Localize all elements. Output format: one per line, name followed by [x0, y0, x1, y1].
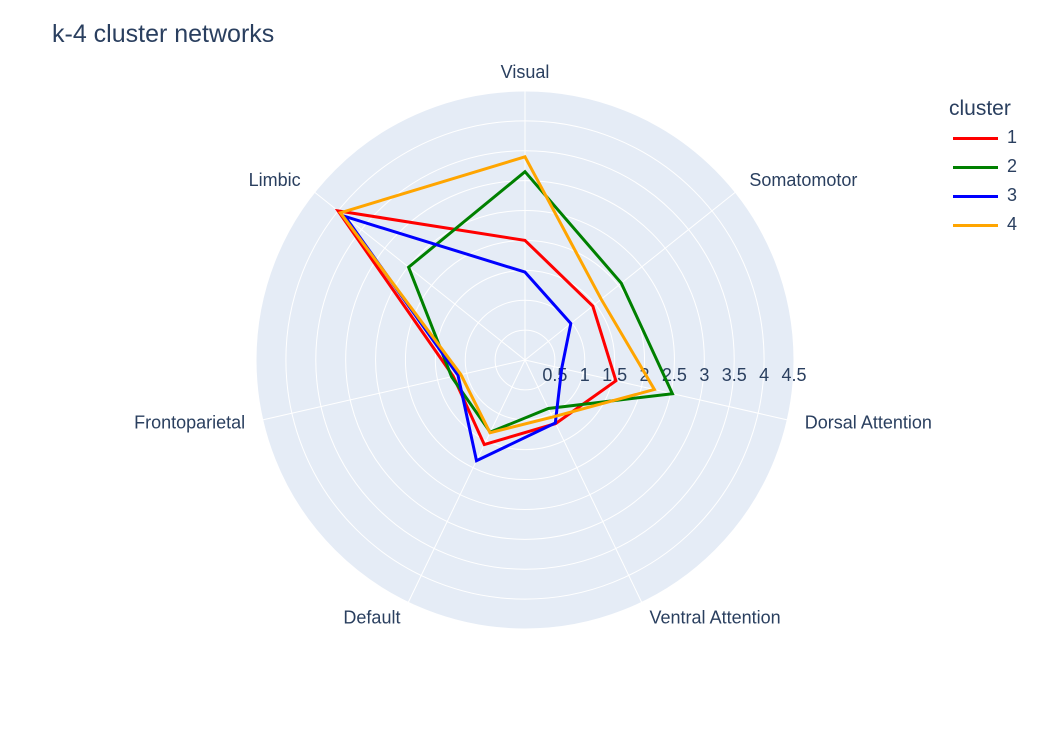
category-label: Visual — [501, 62, 550, 82]
category-label: Somatomotor — [749, 170, 857, 190]
grid-spoke — [524, 191, 736, 361]
radial-tick-label: 2.5 — [662, 365, 687, 385]
legend-label-4: 4 — [1007, 214, 1018, 234]
series-line-1 — [334, 208, 618, 447]
legend-swatch-1 — [953, 137, 998, 140]
legend-item-2[interactable]: 2 — [949, 154, 1017, 183]
series-line-2 — [406, 169, 675, 435]
grid-spoke — [262, 359, 526, 421]
radial-tick-label: 3.5 — [722, 365, 747, 385]
grid-spoke — [524, 359, 643, 603]
radial-tick-label: 3 — [699, 365, 709, 385]
grid-spoke — [314, 191, 526, 361]
category-label: Dorsal Attention — [805, 413, 932, 433]
grid-spoke — [407, 359, 526, 603]
series-line-4 — [337, 155, 657, 435]
category-label: Limbic — [249, 170, 301, 190]
legend-label-1: 1 — [1007, 127, 1018, 147]
category-label: Ventral Attention — [650, 607, 781, 627]
radial-tick-label: 4 — [759, 365, 769, 385]
radial-tick-label: 1 — [580, 365, 590, 385]
chart-title: k-4 cluster networks — [52, 20, 275, 48]
legend-item-4[interactable]: 4 — [949, 212, 1017, 241]
radial-tick-label: 0.5 — [542, 365, 567, 385]
legend: cluster 1 2 3 4 — [949, 97, 1017, 241]
legend-label-2: 2 — [1007, 156, 1018, 176]
legend-swatch-2 — [953, 166, 998, 169]
radial-tick-label: 4.5 — [781, 365, 806, 385]
legend-item-3[interactable]: 3 — [949, 183, 1017, 212]
legend-item-1[interactable]: 1 — [949, 125, 1017, 154]
category-label: Default — [343, 607, 400, 627]
category-label: Frontoparietal — [134, 413, 245, 433]
legend-label-3: 3 — [1007, 185, 1018, 205]
legend-swatch-3 — [953, 195, 998, 198]
legend-swatch-4 — [953, 224, 998, 227]
legend-title: cluster — [949, 97, 1011, 120]
